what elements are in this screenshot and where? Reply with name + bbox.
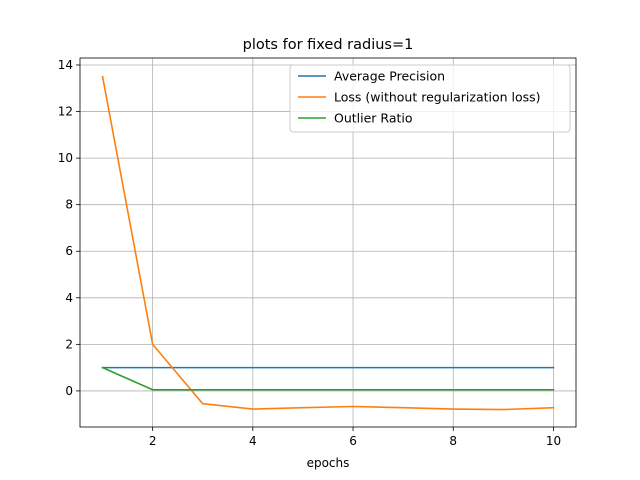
x-tick-label: 4	[249, 434, 257, 448]
y-tick-label: 8	[65, 198, 73, 212]
y-tick-label: 14	[58, 58, 73, 72]
chart-title: plots for fixed radius=1	[243, 37, 414, 53]
legend-label: Outlier Ratio	[334, 111, 413, 126]
x-tick-label: 2	[149, 434, 157, 448]
y-tick-label: 0	[65, 384, 73, 398]
legend-label: Average Precision	[334, 69, 445, 84]
plot-frame	[79, 57, 577, 428]
series-line-loss-without-regularization-loss	[101, 75, 555, 411]
x-tick-label: 8	[449, 434, 457, 448]
x-tick-label: 10	[546, 434, 561, 448]
series-line-outlier-ratio	[101, 366, 555, 391]
y-axis: 0 2 4 6 8 10 12 14	[58, 58, 80, 398]
y-tick-label: 2	[65, 337, 73, 351]
y-tick-label: 12	[58, 105, 73, 119]
legend-label: Loss (without regularization loss)	[334, 90, 541, 105]
legend-box	[289, 64, 571, 133]
y-tick-label: 10	[58, 151, 73, 165]
x-axis-title: epochs	[307, 456, 350, 470]
legend: Average Precision Loss (without regulariz…	[289, 64, 571, 133]
y-tick-label: 6	[65, 244, 73, 258]
x-axis: 2 4 6 8 10	[149, 427, 561, 448]
series-lines	[101, 75, 555, 411]
x-tick-label: 6	[349, 434, 357, 448]
y-tick-label: 4	[65, 291, 73, 305]
